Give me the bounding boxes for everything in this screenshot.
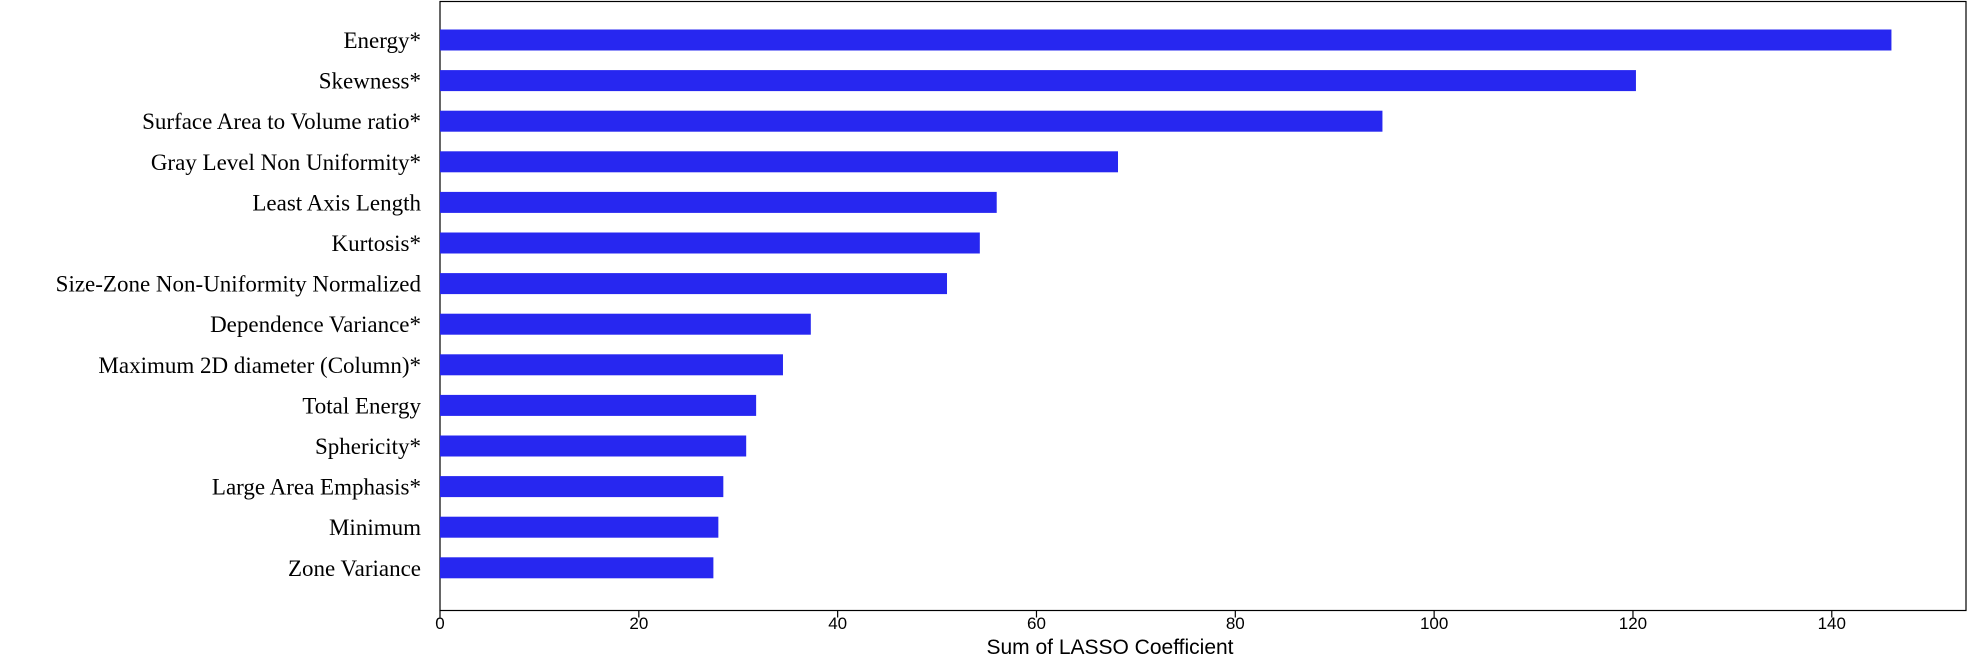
- x-tick-label: 80: [1226, 614, 1245, 633]
- bar: [440, 191, 997, 213]
- category-label: Sphericity*: [315, 434, 421, 459]
- x-tick-label: 100: [1420, 614, 1448, 633]
- category-label: Size-Zone Non-Uniformity Normalized: [56, 272, 422, 297]
- category-label: Surface Area to Volume ratio*: [142, 109, 421, 134]
- category-label: Large Area Emphasis*: [212, 475, 421, 500]
- plot-frame: [439, 0, 1967, 612]
- bar: [440, 151, 1119, 173]
- bar: [440, 394, 757, 416]
- bar: [440, 313, 811, 335]
- bar: [440, 557, 714, 579]
- x-axis-ticks: 0 20 40 60 80 100 120 140: [435, 610, 1846, 633]
- bar: [440, 29, 1892, 51]
- x-tick-label: 140: [1818, 614, 1846, 633]
- category-label: Kurtosis*: [332, 231, 421, 256]
- category-label: Maximum 2D diameter (Column)*: [98, 353, 421, 378]
- x-tick-label: 60: [1027, 614, 1046, 633]
- x-tick-label: 0: [435, 614, 444, 633]
- bar: [440, 70, 1636, 92]
- bar: [440, 110, 1383, 132]
- bar: [440, 232, 980, 254]
- x-axis-title: Sum of LASSO Coefficient: [986, 636, 1233, 656]
- bars-group: [440, 29, 1892, 579]
- category-label: Least Axis Length: [252, 190, 421, 215]
- x-tick-label: 40: [828, 614, 847, 633]
- bar: [440, 476, 724, 498]
- category-label: Gray Level Non Uniformity*: [151, 150, 421, 175]
- plot-area: [439, 0, 1967, 612]
- bar: [440, 516, 719, 538]
- category-label: Dependence Variance*: [210, 312, 421, 337]
- bar: [440, 354, 783, 376]
- bar: [440, 273, 948, 295]
- category-label: Total Energy: [302, 393, 421, 418]
- category-label: Skewness*: [319, 69, 421, 94]
- category-label: Energy*: [343, 28, 421, 53]
- x-tick-label: 20: [629, 614, 648, 633]
- category-label: Minimum: [329, 515, 421, 540]
- bar: [440, 435, 747, 457]
- category-labels: Energy* Skewness* Surface Area to Volume r…: [56, 28, 422, 581]
- x-tick-label: 120: [1619, 614, 1647, 633]
- category-label: Zone Variance: [288, 556, 421, 581]
